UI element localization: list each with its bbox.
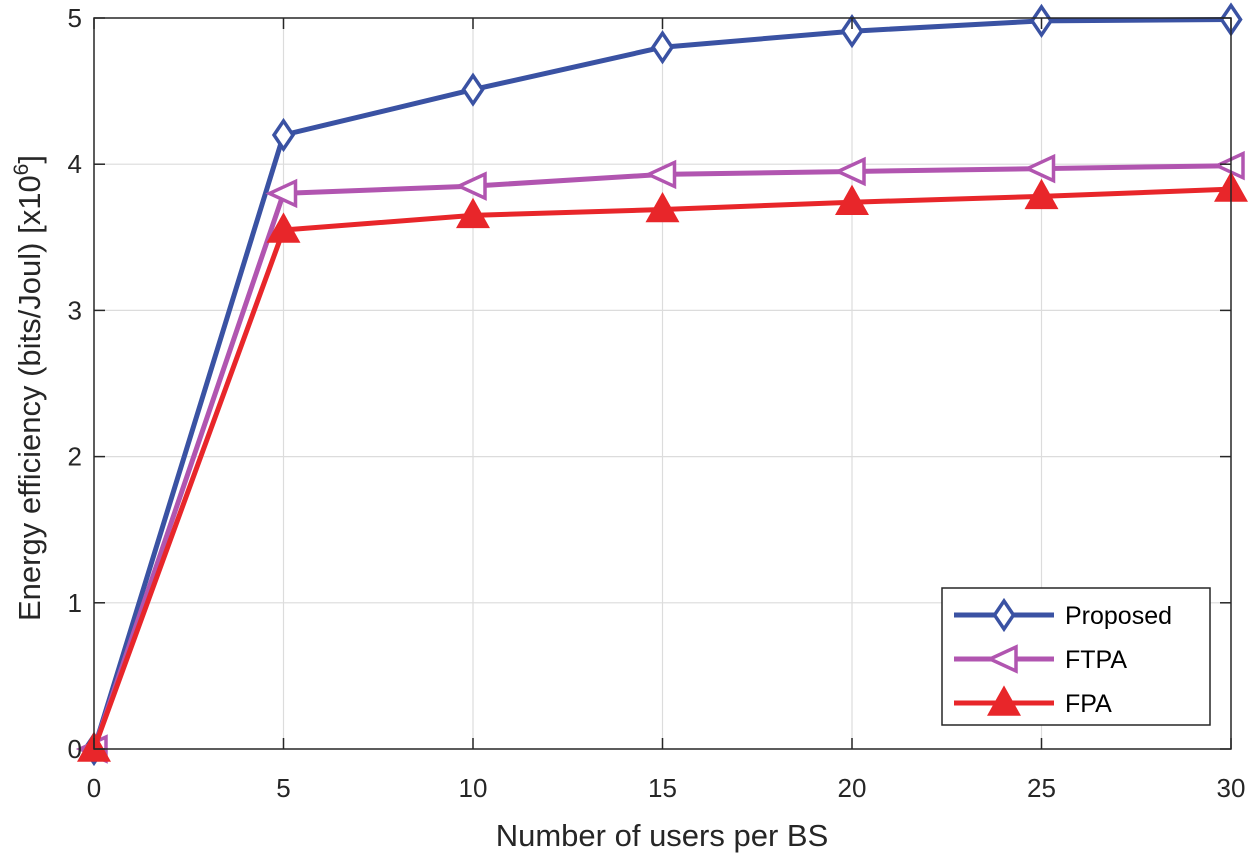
legend-label: Proposed (1065, 602, 1172, 630)
y-tick-label: 2 (68, 442, 82, 472)
data-point-fpa (645, 191, 680, 223)
y-tick-label: 4 (68, 149, 82, 179)
data-point-ftpa (1212, 150, 1245, 181)
data-point-proposed (840, 14, 864, 49)
x-tick-label: 0 (87, 773, 101, 803)
data-point-proposed (271, 117, 296, 153)
y-tick-label: 0 (68, 734, 82, 764)
y-axis-label: Energy efficiency (bits/Joul) [x106] (10, 155, 47, 621)
legend-swatch-marker (987, 685, 1021, 716)
legend-swatch-marker (985, 644, 1018, 674)
x-tick-label: 30 (1217, 773, 1246, 803)
data-point-ftpa (454, 171, 487, 201)
data-point-ftpa (833, 156, 866, 187)
y-tick-label: 5 (68, 3, 82, 33)
series-fpa (77, 171, 1248, 762)
data-point-fpa (835, 184, 869, 215)
data-point-ftpa (1023, 153, 1056, 184)
legend-label: FPA (1065, 690, 1112, 718)
x-tick-label: 25 (1027, 773, 1056, 803)
data-point-fpa (456, 197, 490, 229)
data-point-ftpa (265, 178, 298, 209)
data-point-proposed (461, 72, 485, 107)
legend-swatch-marker (992, 597, 1016, 633)
legend-entry-ftpa: FTPA (954, 644, 1127, 674)
legend-entry-fpa: FPA (954, 685, 1112, 718)
legend-label: FTPA (1065, 646, 1127, 674)
y-axis-label-close: ] (12, 155, 47, 164)
axis-ticks: 0 5 10 15 20 25 30 0 1 2 3 4 5 (68, 3, 1246, 803)
legend-entry-proposed: Proposed (954, 597, 1172, 633)
data-point-fpa (1024, 178, 1059, 210)
y-tick-label: 3 (68, 295, 82, 325)
legend: Proposed FTPA FPA (941, 587, 1211, 726)
y-axis-label-exponent: 6 (10, 164, 33, 176)
data-point-proposed (650, 30, 675, 65)
data-point-ftpa (644, 159, 677, 190)
x-tick-label: 5 (276, 773, 290, 803)
data-point-fpa (266, 212, 301, 243)
x-tick-label: 15 (648, 773, 677, 803)
y-axis-label-main: Energy efficiency (bits/Joul) [x10 (12, 175, 47, 621)
x-axis-label: Number of users per BS (496, 818, 829, 853)
x-tick-label: 10 (459, 773, 488, 803)
x-tick-label: 20 (838, 773, 867, 803)
y-tick-label: 1 (68, 588, 82, 618)
